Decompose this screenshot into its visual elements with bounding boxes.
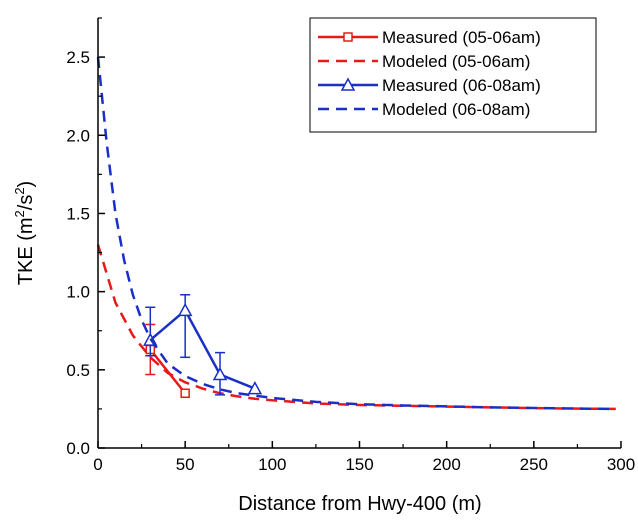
x-tick-label: 0	[93, 455, 102, 474]
data-point	[177, 302, 193, 317]
modeled-curve	[96, 244, 616, 411]
x-ticks: 0 50 100 150 200 250 300	[93, 441, 635, 474]
y-axis-title-end: )	[15, 181, 37, 188]
y-tick-label: 2.0	[66, 126, 90, 145]
y-axis-title-sup2: 2	[12, 187, 27, 194]
x-tick-label: 300	[607, 455, 635, 474]
data-point	[247, 381, 263, 395]
modeled-curve	[96, 56, 616, 411]
x-tick-label: 100	[258, 455, 286, 474]
x-axis-title: Distance from Hwy-400 (m)	[238, 493, 481, 515]
y-tick-label: 1.0	[66, 283, 90, 302]
y-axis-title-sup1: 2	[12, 210, 27, 217]
y-tick-label: 0.0	[66, 439, 90, 458]
series-2	[96, 244, 616, 411]
x-tick-label: 250	[520, 455, 548, 474]
legend: Measured (05-06am) Modeled (05-06am) Measu…	[309, 17, 597, 133]
legend-label: Modeled (05-06am)	[382, 52, 530, 71]
x-tick-label: 50	[176, 455, 195, 474]
legend-marker	[340, 77, 356, 91]
data-point	[180, 388, 190, 399]
y-tick-label: 1.5	[66, 204, 90, 223]
x-tick-label: 200	[432, 455, 460, 474]
y-axis-title-main: TKE (m	[15, 217, 37, 285]
y-tick-label: 0.5	[66, 361, 90, 380]
y-tick-label: 2.5	[66, 48, 90, 67]
legend-label: Measured (05-06am)	[382, 28, 541, 47]
series-layer	[96, 56, 616, 411]
measured-line	[149, 308, 256, 390]
plot-area: 0 50 100 150 200 250 300 0.0 0.5 1.0 1.5 2.0 2.5	[66, 17, 635, 474]
series-3	[143, 294, 263, 396]
y-axis-title-mid: /s	[15, 195, 37, 211]
y-ticks: 0.0 0.5 1.0 1.5 2.0 2.5	[66, 17, 105, 458]
legend-label: Measured (06-08am)	[382, 76, 541, 95]
data-point	[212, 366, 228, 381]
series-4	[96, 56, 616, 411]
y-axis-title: TKE (m2/s2)	[12, 181, 37, 285]
legend-label: Modeled (06-08am)	[382, 100, 530, 119]
legend-marker	[343, 32, 353, 42]
x-tick-label: 150	[345, 455, 373, 474]
